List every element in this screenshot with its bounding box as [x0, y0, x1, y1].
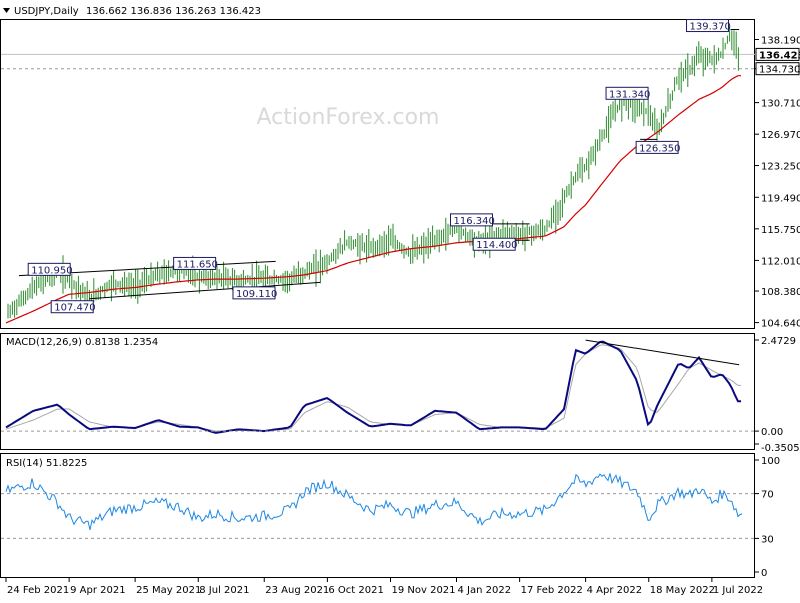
price-label-text: 110.950 [31, 265, 72, 276]
price-label-text: 116.340 [453, 216, 494, 227]
price-panel[interactable] [0, 19, 755, 329]
macd-trendline[interactable] [585, 339, 740, 366]
macd-panel[interactable] [0, 333, 755, 450]
date-tick-label: 9 Apr 2021 [70, 585, 125, 596]
price-label-box[interactable] [173, 256, 217, 270]
price-label-text: 114.400 [476, 240, 517, 251]
level-price-text: 134.730 [759, 65, 800, 76]
lower-channel-line[interactable] [89, 281, 321, 300]
current-price-text: 136.423 [759, 50, 800, 61]
date-tick-label: 17 Feb 2022 [521, 585, 583, 596]
current-price-tag [755, 47, 800, 61]
level-price-tag [755, 62, 800, 76]
price-tick-label: 108.380 [761, 287, 800, 298]
date-tick-label: 8 Jul 2021 [199, 585, 249, 596]
price-label-box[interactable] [27, 262, 71, 276]
price-grid [1, 53, 755, 70]
price-tick-label: 130.710 [761, 99, 800, 110]
rsi-lines [1, 473, 755, 539]
price-tick-label: 123.250 [761, 162, 800, 173]
price-label-text: 111.650 [177, 259, 218, 270]
date-tick-label: 4 Apr 2022 [587, 585, 642, 596]
rsi-axis: 100 70 30 0 [755, 456, 780, 579]
signal-line [5, 344, 741, 432]
rsi-tick-label: 30 [761, 534, 774, 545]
price-label-box[interactable] [449, 213, 493, 227]
date-tick-label: 18 May 2022 [650, 585, 715, 596]
price-tick-label: 104.640 [761, 319, 800, 330]
price-label-text: 126.350 [639, 143, 680, 154]
price-label-text: 107.470 [54, 303, 95, 314]
date-tick-label: 23 Aug 2021 [265, 585, 329, 596]
price-axis: 138.190 134.730 130.710 126.970 123.250 119.4… [755, 35, 800, 330]
candle-series [7, 26, 739, 319]
price-tick-label: 126.970 [761, 130, 800, 141]
date-tick-label: 1 Jul 2022 [713, 585, 763, 596]
price-label-box[interactable] [605, 86, 649, 100]
symbol-label: USDJPY,Daily [14, 6, 79, 17]
price-label-box[interactable] [686, 19, 730, 33]
price-tick-label: 138.190 [761, 35, 800, 46]
macd-lines [1, 339, 755, 434]
price-label-text: 139.370 [690, 22, 731, 33]
price-label-box[interactable] [635, 140, 679, 154]
macd-tick-label: 0.00 [761, 427, 783, 438]
date-tick-label: 19 Nov 2021 [391, 585, 455, 596]
price-tick-label: 115.750 [761, 225, 800, 236]
price-labels: 110.950 111.650 107.470 109.110 116.340 114.4… [27, 19, 731, 314]
rsi-tick-label: 70 [761, 490, 774, 501]
watermark: ActionForex.com [257, 105, 440, 130]
rsi-title: RSI(14) 51.8225 [6, 458, 87, 469]
rsi-tick-label: 100 [761, 456, 780, 467]
moving-average [5, 75, 741, 324]
rsi-tick-label: 0 [761, 568, 767, 579]
ohlc-label: 136.662 136.836 136.263 136.423 [86, 6, 261, 17]
macd-title: MACD(12,26,9) 0.8138 1.2354 [6, 337, 158, 348]
collapse-triangle-icon[interactable] [3, 8, 10, 13]
price-label-text: 131.340 [609, 89, 650, 100]
price-label-box[interactable] [232, 286, 276, 300]
macd-line [5, 340, 741, 434]
rsi-line [5, 473, 743, 531]
chart-header: USDJPY,Daily 136.662 136.836 136.263 136… [3, 6, 261, 17]
rsi-panel[interactable] [0, 453, 755, 578]
price-label-box[interactable] [50, 300, 94, 314]
trendlines [18, 29, 740, 300]
date-tick-label: 25 May 2021 [136, 585, 201, 596]
ma-line [5, 75, 741, 324]
date-tick-label: 6 Oct 2021 [328, 585, 383, 596]
price-label-text: 109.110 [236, 289, 277, 300]
price-label-box[interactable] [472, 237, 516, 251]
date-tick-label: 4 Jan 2022 [457, 585, 511, 596]
price-tick-label: 112.010 [761, 256, 800, 267]
macd-axis: 2.4729 0.00 -0.3505 [755, 336, 800, 454]
price-tick-label: 119.490 [761, 193, 800, 204]
macd-tick-label: -0.3505 [761, 443, 800, 454]
macd-tick-label: 2.4729 [761, 336, 796, 347]
date-tick-label: 24 Feb 2021 [7, 585, 69, 596]
